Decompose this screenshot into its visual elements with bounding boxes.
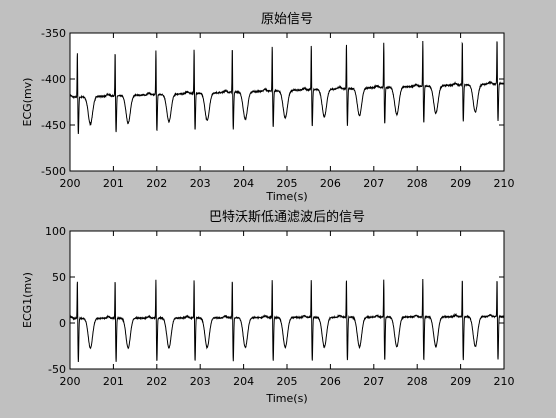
filtered-signal-xtick-label: 207: [363, 375, 384, 388]
original-signal-xtick-label: 208: [407, 177, 428, 190]
filtered-signal-xlabel: Time(s): [265, 392, 307, 405]
original-signal-axes-frame: [69, 32, 505, 172]
original-signal-xlabel: Time(s): [265, 190, 307, 203]
original-signal-xtick-label: 206: [320, 177, 341, 190]
filtered-signal-xtick-label: 204: [233, 375, 254, 388]
filtered-signal-plot-area: [70, 231, 504, 369]
original-signal-xtick-label: 207: [363, 177, 384, 190]
original-signal-xtick-label: 200: [60, 177, 81, 190]
original-signal-title: 原始信号: [261, 12, 313, 27]
filtered-signal-xtick-label: 202: [146, 375, 167, 388]
original-signal-xtick-label: 210: [494, 177, 515, 190]
filtered-signal-title: 巴特沃斯低通滤波后的信号: [209, 209, 365, 225]
filtered-signal-ytick-label: 100: [45, 225, 66, 238]
original-signal-ticks: 200 201 202 203 204 205 206 207 208 209 210 -500 -45…: [41, 27, 514, 190]
original-signal-line: [69, 40, 505, 134]
filtered-signal-ytick-label: 50: [52, 271, 66, 284]
filtered-signal-xtick-label: 208: [407, 375, 428, 388]
filtered-signal-xtick-label: 203: [190, 375, 211, 388]
filtered-signal-line: [69, 278, 505, 362]
original-signal-xtick-label: 204: [233, 177, 254, 190]
original-signal-xtick-label: 209: [450, 177, 471, 190]
original-signal-xtick-label: 203: [190, 177, 211, 190]
original-signal-xtick-label: 202: [146, 177, 167, 190]
filtered-signal-xtick-label: 209: [450, 375, 471, 388]
filtered-signal-xtick-label: 205: [277, 375, 298, 388]
filtered-signal-xtick-label: 206: [320, 375, 341, 388]
original-signal-ylabel: ECG(mv): [21, 78, 34, 127]
filtered-signal-xtick-label: 210: [494, 375, 515, 388]
original-signal-ytick-label: -400: [41, 73, 66, 86]
filtered-signal-axes: 巴特沃斯低通滤波后的信号 200 201 202 203 204 205 206 207 208…: [21, 209, 515, 405]
filtered-signal-ylabel: ECG1(mv): [21, 272, 34, 328]
original-signal-ytick-label: -350: [41, 27, 66, 40]
original-signal-xtick-label: 205: [277, 177, 298, 190]
original-signal-ytick-label: -450: [41, 119, 66, 132]
filtered-signal-ytick-label: -50: [48, 363, 66, 376]
filtered-signal-ytick-label: 0: [59, 317, 66, 330]
original-signal-plot-area: [70, 33, 504, 171]
original-signal-axes: 原始信号 200 201 202 203 204 205 206 207 208 209 210 -5…: [21, 12, 515, 203]
original-signal-ytick-label: -500: [41, 165, 66, 178]
filtered-signal-xtick-label: 201: [103, 375, 124, 388]
filtered-signal-xtick-label: 200: [60, 375, 81, 388]
filtered-signal-axes-frame: [69, 230, 505, 370]
original-signal-xtick-label: 201: [103, 177, 124, 190]
